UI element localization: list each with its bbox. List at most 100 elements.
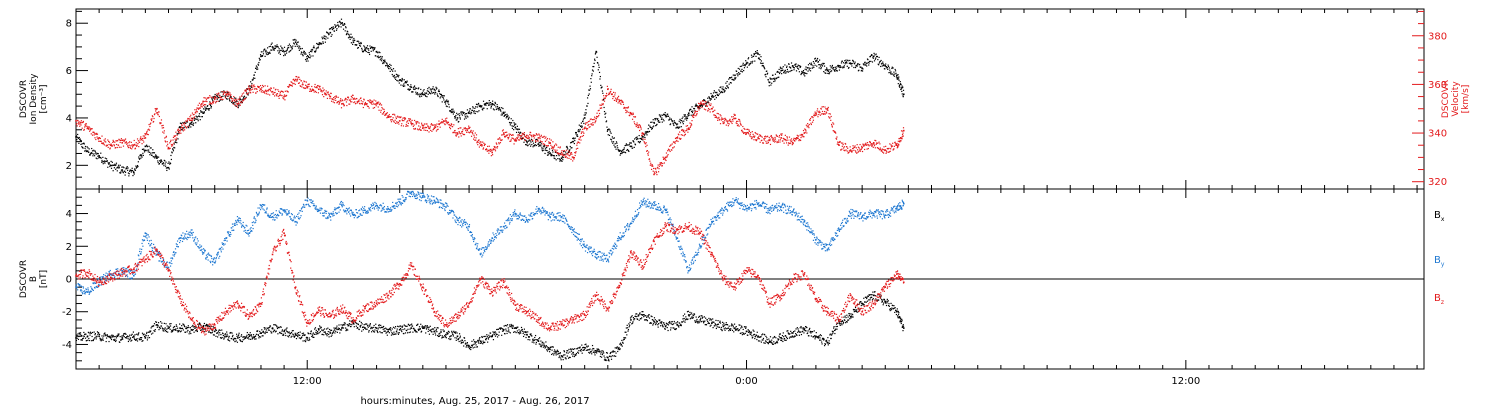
- scatter-dot: [166, 328, 168, 330]
- scatter-dot: [462, 111, 464, 113]
- scatter-dot: [621, 151, 623, 154]
- scatter-dot: [569, 154, 571, 156]
- scatter-dot: [308, 52, 310, 54]
- scatter-dot: [77, 335, 79, 337]
- scatter-dot: [133, 139, 135, 142]
- scatter-dot: [645, 145, 647, 148]
- scatter-dot: [93, 337, 96, 339]
- scatter-dot: [478, 146, 480, 148]
- scatter-dot: [867, 147, 869, 150]
- scatter-dot: [400, 116, 402, 118]
- scatter-dot: [319, 331, 322, 333]
- scatter-dot: [612, 137, 614, 139]
- scatter-dot: [657, 164, 659, 166]
- scatter-dot: [592, 65, 594, 68]
- scatter-dot: [693, 114, 695, 117]
- scatter-dot: [338, 25, 340, 27]
- scatter-dot: [413, 119, 416, 122]
- scatter-dot: [286, 327, 288, 329]
- scatter-dot: [458, 130, 460, 133]
- scatter-dot: [438, 120, 440, 122]
- scatter-dot: [447, 100, 450, 102]
- scatter-dot: [852, 60, 854, 62]
- scatter-dot: [138, 156, 140, 158]
- scatter-dot: [106, 144, 108, 146]
- scatter-dot: [504, 111, 506, 113]
- scatter-dot: [790, 62, 793, 64]
- scatter-dot: [77, 122, 80, 124]
- scatter-dot: [640, 137, 642, 139]
- scatter-dot: [729, 81, 732, 84]
- scatter-dot: [773, 139, 775, 141]
- scatter-dot: [594, 53, 597, 55]
- scatter-dot: [199, 119, 201, 121]
- scatter-dot: [546, 154, 549, 156]
- scatter-dot: [252, 91, 254, 93]
- scatter-dot: [734, 78, 736, 80]
- scatter-dot: [390, 115, 392, 118]
- scatter-dot: [467, 131, 469, 133]
- scatter-dot: [785, 140, 787, 142]
- scatter-dot: [474, 132, 476, 134]
- scatter-dot: [275, 45, 277, 47]
- data-point: [537, 137, 540, 139]
- scatter-dot: [693, 113, 696, 115]
- scatter-dot: [305, 87, 307, 89]
- scatter-dot: [662, 118, 664, 121]
- scatter-dot: [187, 117, 189, 120]
- scatter-dot: [78, 123, 80, 125]
- data-point: [699, 103, 702, 105]
- scatter-dot: [702, 104, 704, 106]
- scatter-dot: [582, 128, 584, 130]
- scatter-dot: [502, 134, 504, 136]
- scatter-dot: [244, 336, 246, 338]
- scatter-dot: [476, 106, 478, 108]
- scatter-dot: [396, 122, 398, 124]
- scatter-dot: [762, 65, 765, 67]
- scatter-dot: [392, 75, 394, 77]
- data-point: [734, 74, 736, 77]
- scatter-dot: [293, 43, 296, 45]
- scatter-dot: [91, 128, 93, 130]
- scatter-dot: [103, 142, 105, 144]
- data-point: [896, 144, 898, 147]
- scatter-dot: [134, 168, 136, 170]
- scatter-dot: [312, 336, 314, 338]
- scatter-dot: [191, 112, 194, 114]
- scatter-dot: [146, 144, 148, 146]
- data-point: [271, 46, 274, 48]
- scatter-dot: [183, 129, 186, 131]
- scatter-dot: [217, 100, 219, 102]
- scatter-dot: [549, 152, 552, 154]
- scatter-dot: [741, 71, 744, 73]
- scatter-dot: [440, 93, 443, 96]
- scatter-dot: [176, 325, 178, 327]
- scatter-dot: [762, 142, 765, 144]
- scatter-dot: [784, 64, 786, 66]
- scatter-dot: [319, 43, 321, 45]
- scatter-dot: [542, 136, 544, 138]
- scatter-dot: [447, 121, 450, 124]
- scatter-dot: [144, 336, 146, 338]
- scatter-dot: [391, 119, 393, 121]
- scatter-dot: [758, 58, 760, 60]
- scatter-dot: [146, 339, 149, 341]
- scatter-dot: [653, 125, 655, 127]
- scatter-dot: [620, 150, 622, 152]
- scatter-dot: [397, 80, 399, 82]
- scatter-dot: [539, 138, 541, 140]
- scatter-dot: [729, 77, 731, 79]
- scatter-dot: [303, 334, 305, 336]
- scatter-dot: [502, 111, 504, 113]
- scatter-dot: [603, 106, 605, 109]
- scatter-dot: [769, 143, 772, 146]
- scatter-dot: [394, 77, 396, 79]
- scatter-dot: [260, 51, 262, 53]
- data-point: [699, 105, 702, 107]
- scatter-dot: [449, 126, 451, 129]
- scatter-dot: [304, 84, 307, 86]
- scatter-dot: [172, 136, 175, 139]
- scatter-dot: [687, 114, 689, 116]
- scatter-dot: [277, 95, 279, 97]
- scatter-dot: [214, 102, 217, 104]
